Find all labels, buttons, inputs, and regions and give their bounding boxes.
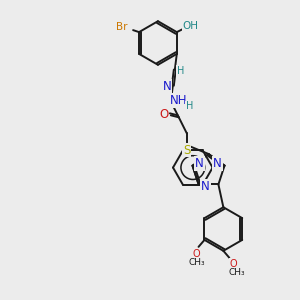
Text: Br: Br — [116, 22, 128, 32]
Text: H: H — [177, 66, 184, 76]
Text: N: N — [195, 157, 204, 170]
Text: CH₃: CH₃ — [188, 258, 205, 267]
Text: NH: NH — [170, 94, 188, 107]
Text: O: O — [230, 259, 237, 269]
Text: N: N — [201, 180, 210, 193]
Text: N: N — [163, 80, 171, 93]
Text: H: H — [186, 101, 194, 111]
Text: OH: OH — [183, 21, 199, 31]
Text: CH₃: CH₃ — [229, 268, 245, 277]
Text: S: S — [183, 143, 190, 157]
Text: N: N — [213, 157, 222, 170]
Text: O: O — [159, 108, 169, 121]
Text: O: O — [193, 249, 200, 259]
